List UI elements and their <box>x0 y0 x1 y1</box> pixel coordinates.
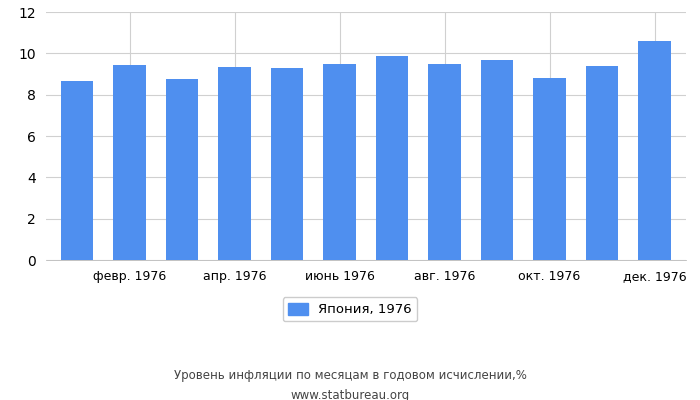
Bar <box>113 65 146 260</box>
Text: Уровень инфляции по месяцам в годовом исчислении,%: Уровень инфляции по месяцам в годовом ис… <box>174 370 526 382</box>
Bar <box>533 78 566 260</box>
Bar <box>323 64 356 260</box>
Bar <box>218 67 251 260</box>
Bar <box>376 56 408 260</box>
Text: www.statbureau.org: www.statbureau.org <box>290 390 410 400</box>
Bar <box>166 79 198 260</box>
Bar <box>428 64 461 260</box>
Legend: Япония, 1976: Япония, 1976 <box>283 298 417 322</box>
Bar <box>481 60 513 260</box>
Bar <box>271 68 303 260</box>
Bar <box>638 40 671 260</box>
Bar <box>586 66 618 260</box>
Bar <box>61 81 93 260</box>
